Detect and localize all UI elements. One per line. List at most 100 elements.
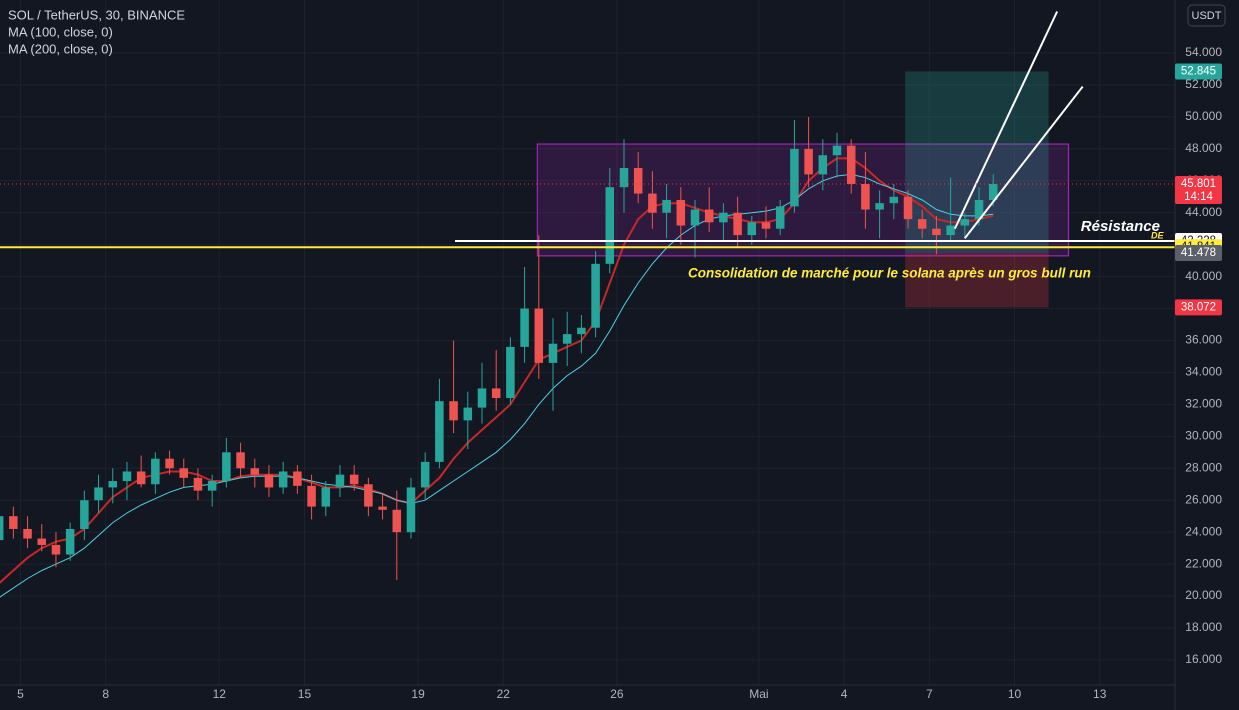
trend-line: [964, 85, 1084, 239]
currency-button[interactable]: [1187, 4, 1226, 27]
candle-body: [364, 484, 373, 507]
y-tick-label: 34.000: [1185, 365, 1222, 379]
y-tick-label: 18.000: [1185, 620, 1222, 634]
candle-body: [179, 468, 189, 478]
candle-body: [94, 487, 103, 501]
x-tick-label: 13: [1093, 687, 1107, 701]
price-label: 52.845: [1181, 66, 1216, 78]
trend-line: [953, 11, 1059, 230]
candle-body: [435, 401, 444, 462]
price-label-bg: [1175, 63, 1222, 80]
candle-body: [9, 516, 18, 529]
price-label: 38.072: [1181, 301, 1216, 313]
candle-body: [974, 199, 984, 220]
candle-body: [51, 544, 61, 555]
candle-body: [37, 538, 47, 545]
candle-body: [775, 206, 785, 229]
candle-body: [307, 485, 316, 507]
candle-body: [704, 209, 714, 223]
candle-body: [548, 343, 558, 363]
candle-body: [676, 199, 686, 226]
candle-body: [165, 458, 174, 469]
candle-body: [619, 168, 629, 188]
grid: [0, 0, 1175, 685]
y-tick-label: 26.000: [1185, 492, 1222, 506]
axes: 16.000 18.000 20.000 22.000 24.000 26.000 28.0…: [17, 45, 1222, 701]
candle-body: [392, 509, 402, 533]
candle-body: [151, 458, 160, 485]
candle-body: [761, 222, 771, 229]
candle-body: [449, 401, 458, 421]
candle-body: [946, 225, 955, 236]
x-tick-label: 10: [1008, 687, 1022, 701]
candle-body: [690, 209, 700, 226]
price-label-bg: [1175, 175, 1222, 204]
candle-body: [506, 346, 515, 398]
candle-body: [562, 334, 572, 344]
y-tick-label: 44.000: [1185, 205, 1222, 219]
position-target-zone: [905, 71, 1049, 254]
y-tick-label: 50.000: [1185, 109, 1222, 123]
y-tick-label: 36.000: [1185, 333, 1222, 347]
x-tick-label: 19: [411, 687, 425, 701]
plot-area: [0, 11, 1175, 598]
candle-body: [477, 388, 487, 408]
candle-body: [662, 199, 671, 213]
y-tick-label: 20.000: [1185, 588, 1222, 602]
candle-body: [65, 528, 75, 555]
candle-body: [747, 222, 757, 236]
x-tick-label: 5: [17, 687, 24, 701]
moving-average: [0, 157, 994, 584]
candle-body: [719, 212, 728, 223]
candle-body: [236, 452, 245, 469]
candle-body: [875, 203, 884, 210]
candle-body: [832, 145, 842, 156]
x-tick-label: 15: [298, 687, 312, 701]
y-tick-label: 54.000: [1185, 45, 1222, 59]
moving-average: [0, 173, 994, 598]
candle-body: [264, 474, 274, 488]
candle-body: [250, 468, 260, 475]
candle-body: [960, 219, 970, 226]
candle-body: [491, 388, 501, 398]
candle-body: [23, 528, 32, 539]
candle-body: [193, 477, 203, 491]
candle-body: [0, 516, 4, 541]
y-tick-label: 48.000: [1185, 141, 1222, 155]
candle-body: [520, 308, 529, 347]
candle-body: [804, 148, 813, 175]
indicator-legend: MA (100, close, 0): [8, 24, 113, 39]
candle-body: [321, 487, 331, 507]
candle-body: [207, 481, 217, 491]
candle-body: [889, 196, 899, 204]
price-label-bg: [1175, 245, 1222, 262]
y-tick-label: 52.000: [1185, 77, 1222, 91]
y-tick-label: 16.000: [1185, 652, 1222, 666]
candle-body: [577, 327, 586, 335]
candle-body: [903, 196, 913, 220]
position-stop-zone: [905, 253, 1049, 308]
indicator-legend: MA (200, close, 0): [8, 41, 113, 56]
candle-body: [222, 452, 231, 482]
candle-body: [648, 193, 657, 213]
x-tick-label: 12: [213, 687, 227, 701]
currency-button-label[interactable]: USDT: [1192, 10, 1222, 22]
y-tick-label: 30.000: [1185, 429, 1222, 443]
candle-body: [80, 500, 89, 529]
y-tick-label: 28.000: [1185, 460, 1222, 474]
x-tick-label: 22: [497, 687, 511, 701]
price-label: 45.801: [1181, 178, 1216, 190]
consolidation-note: Consolidation de marché pour le solana a…: [688, 266, 1091, 281]
symbol-title: SOL / TetherUS, 30, BINANCE: [8, 7, 185, 22]
y-tick-label: 22.000: [1185, 556, 1222, 570]
candle-body: [988, 183, 998, 200]
resistance-label: Résistance: [1081, 218, 1160, 235]
x-tick-label: 8: [102, 687, 109, 701]
candle-body: [406, 487, 416, 533]
candle-body: [534, 308, 544, 363]
candle-body: [846, 145, 856, 184]
candle-body: [278, 471, 288, 488]
